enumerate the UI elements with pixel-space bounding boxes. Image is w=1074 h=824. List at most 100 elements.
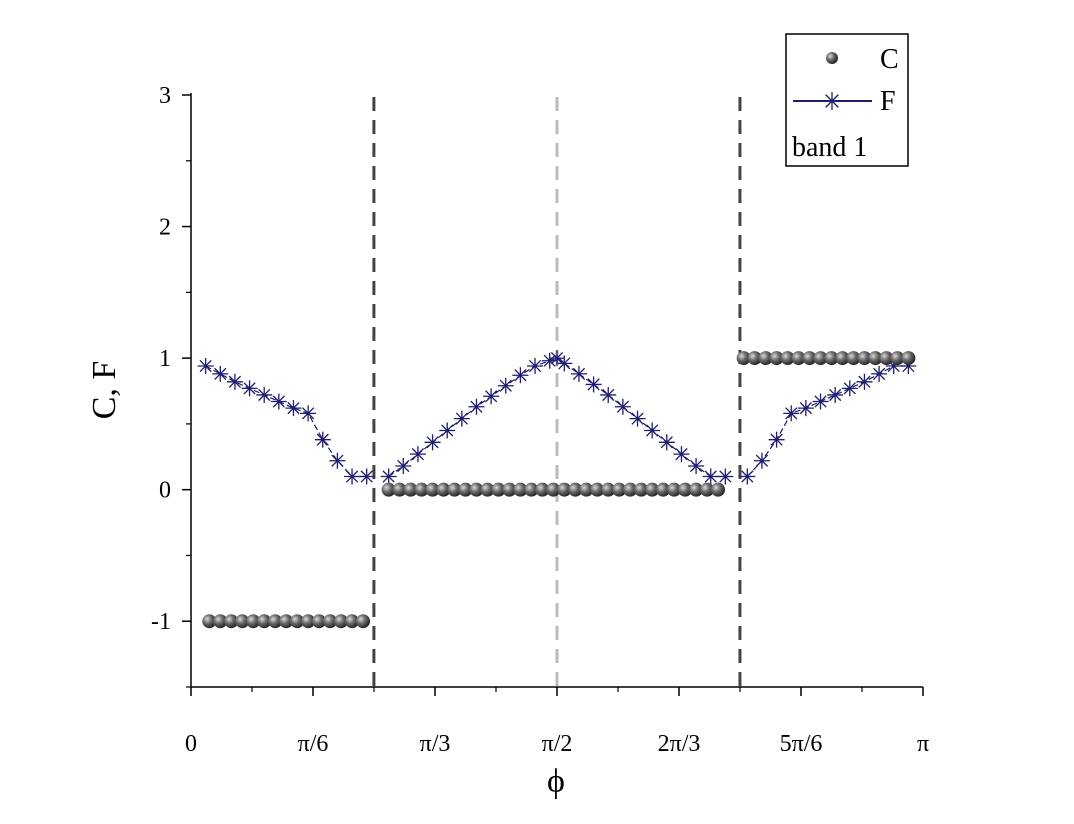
y-tick-label: 3 [159, 83, 171, 109]
y-tick-label: 2 [159, 215, 171, 241]
series-c-point [535, 482, 550, 497]
series-c-point [857, 351, 872, 366]
series-c-point [513, 482, 528, 497]
series-f-point [841, 380, 858, 397]
series-c-point [824, 351, 839, 366]
series-f [197, 350, 917, 485]
series-c-point [356, 614, 371, 629]
series-c-point [546, 482, 561, 497]
series-f-point [380, 468, 397, 485]
series-f-point [556, 355, 573, 372]
series-c-point [290, 614, 305, 629]
series-c-point [458, 482, 473, 497]
series-f-point [702, 468, 719, 485]
legend-entry-f [793, 92, 872, 110]
series-c-point [279, 614, 294, 629]
legend-note-band: band 1 [792, 132, 867, 163]
series-f-point [344, 468, 361, 485]
series-c-point [480, 482, 495, 497]
series-c-point [323, 614, 338, 629]
series-f-line-2 [746, 365, 909, 477]
series-f-point [812, 393, 829, 410]
series-c-point [791, 351, 806, 366]
legend-marker-f [823, 92, 841, 110]
series-f-point [585, 376, 602, 393]
series-f-point [797, 400, 814, 417]
series-c-point [879, 351, 894, 366]
series-f-point [329, 452, 346, 469]
series-f-point [300, 405, 317, 422]
x-axis-title: ϕ [547, 763, 565, 800]
series-f-point [468, 398, 485, 415]
series-c-point [447, 482, 462, 497]
series-c-point [381, 482, 396, 497]
series-c-point [345, 614, 360, 629]
legend-entry-c [826, 52, 838, 64]
series-c-point [758, 351, 773, 366]
series-c [202, 351, 916, 629]
series-c-point [557, 482, 572, 497]
series-f-point [285, 400, 302, 417]
axes: -1 0 1 2 3 0 π/6 π/3 π/2 2π/3 5π/6 π [151, 83, 929, 757]
series-f-point [197, 358, 214, 375]
x-tick-label: π/6 [298, 731, 329, 757]
series-c-point [568, 482, 583, 497]
series-c-point [491, 482, 506, 497]
series-c-point [623, 482, 638, 497]
series-f-point [644, 422, 661, 439]
series-f-point [600, 386, 617, 403]
series-c-point [268, 614, 283, 629]
x-tick-label: 0 [185, 731, 197, 757]
legend-label-f: F [880, 86, 896, 117]
series-c-point [634, 482, 649, 497]
y-tick-label: 1 [159, 346, 171, 372]
series-c-point [769, 351, 784, 366]
series-c-point [612, 482, 627, 497]
series-f-point [688, 457, 705, 474]
series-f-point [739, 468, 756, 485]
series-c-point [392, 482, 407, 497]
series-f-point [673, 446, 690, 463]
series-f-point [768, 431, 785, 448]
series-f-point [856, 373, 873, 390]
series-f-point [753, 452, 770, 469]
series-f-point [439, 422, 456, 439]
series-c-point [689, 482, 704, 497]
series-c-point [645, 482, 660, 497]
series-c-point [846, 351, 861, 366]
series-c-point [524, 482, 539, 497]
series-f-point [512, 367, 529, 384]
series-f-point [395, 457, 412, 474]
series-c-point [700, 482, 715, 497]
series-f-point [549, 350, 566, 367]
series-f-point [629, 410, 646, 427]
series-f-point [614, 398, 631, 415]
series-c-point [747, 351, 762, 366]
series-f-point [658, 434, 675, 451]
series-c-point [257, 614, 272, 629]
series-c-point [213, 614, 228, 629]
series-c-point [802, 351, 817, 366]
series-f-point [212, 365, 229, 382]
series-f-point [256, 386, 273, 403]
series-f-point [483, 388, 500, 405]
y-axis-title: C, F [86, 361, 123, 420]
vertical-reference-lines [372, 97, 742, 690]
series-f-point [409, 446, 426, 463]
series-f-point [270, 393, 287, 410]
series-c-point [202, 614, 217, 629]
series-f-line-0 [205, 365, 367, 478]
series-c-point [403, 482, 418, 497]
series-c-point [224, 614, 239, 629]
series-c-point [901, 351, 916, 366]
series [197, 350, 917, 629]
series-c-point [579, 482, 594, 497]
legend: C F band 1 [785, 33, 909, 167]
series-c-point [711, 482, 726, 497]
x-tick-label: π/3 [420, 731, 451, 757]
series-c-point [425, 482, 440, 497]
series-c-point [436, 482, 451, 497]
series-c-point [656, 482, 671, 497]
